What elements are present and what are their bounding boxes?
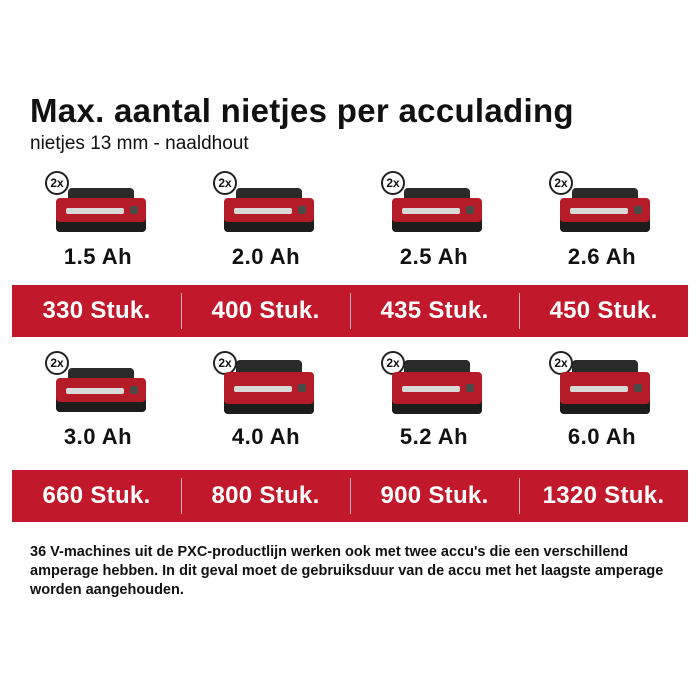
divider bbox=[350, 478, 351, 514]
battery-capacity: 2.5 Ah bbox=[399, 244, 469, 269]
count-bar-1: 330 Stuk. 400 Stuk. 435 Stuk. 450 Stuk. bbox=[12, 285, 688, 337]
battery-item: 2x 3.0 Ah bbox=[14, 348, 182, 458]
battery-icon bbox=[560, 188, 650, 232]
quantity-badge: 2x bbox=[213, 171, 237, 195]
battery-icon bbox=[56, 368, 146, 412]
quantity-badge: 2x bbox=[549, 171, 573, 195]
battery-item: 2x 2.6 Ah bbox=[518, 168, 686, 278]
battery-item: 2x 2.0 Ah bbox=[182, 168, 350, 278]
battery-capacity: 4.0 Ah bbox=[231, 424, 301, 449]
staple-count: 1320 Stuk. bbox=[542, 482, 665, 509]
battery-capacity: 1.5 Ah bbox=[63, 244, 133, 269]
battery-icon bbox=[56, 188, 146, 232]
battery-item: 2x 1.5 Ah bbox=[14, 168, 182, 278]
quantity-badge: 2x bbox=[45, 351, 69, 375]
divider bbox=[350, 293, 351, 329]
battery-icon bbox=[392, 360, 482, 414]
divider bbox=[519, 293, 520, 329]
battery-icon bbox=[224, 188, 314, 232]
battery-icon bbox=[392, 188, 482, 232]
footnote: 36 V-machines uit de PXC-productlijn wer… bbox=[30, 544, 664, 598]
staple-count: 800 Stuk. bbox=[211, 482, 320, 509]
battery-capacity: 6.0 Ah bbox=[567, 424, 637, 449]
divider bbox=[181, 478, 182, 514]
staple-count: 450 Stuk. bbox=[549, 297, 658, 324]
battery-row-1: 2x 1.5 Ah 2x 2.0 Ah 2x 2.5 Ah 2x 2.6 Ah bbox=[14, 168, 686, 278]
page-subtitle: nietjes 13 mm - naaldhout bbox=[30, 133, 249, 154]
battery-capacity: 5.2 Ah bbox=[399, 424, 469, 449]
page-title: Max. aantal nietjes per acculading bbox=[30, 92, 574, 129]
battery-icon bbox=[560, 360, 650, 414]
battery-item: 2x 5.2 Ah bbox=[350, 348, 518, 458]
battery-row-2: 2x 3.0 Ah 2x 4.0 Ah 2x 5.2 Ah 2x 6.0 Ah bbox=[14, 348, 686, 458]
staple-count: 660 Stuk. bbox=[42, 482, 151, 509]
divider bbox=[181, 293, 182, 329]
battery-item: 2x 2.5 Ah bbox=[350, 168, 518, 278]
quantity-badge: 2x bbox=[45, 171, 69, 195]
count-bar-2: 660 Stuk. 800 Stuk. 900 Stuk. 1320 Stuk. bbox=[12, 470, 688, 522]
battery-capacity: 3.0 Ah bbox=[63, 424, 133, 449]
divider bbox=[519, 478, 520, 514]
staple-count: 400 Stuk. bbox=[211, 297, 320, 324]
battery-icon bbox=[224, 360, 314, 414]
quantity-badge: 2x bbox=[381, 171, 405, 195]
staple-count: 330 Stuk. bbox=[42, 297, 151, 324]
staple-count: 435 Stuk. bbox=[380, 297, 489, 324]
battery-capacity: 2.6 Ah bbox=[567, 244, 637, 269]
battery-item: 2x 4.0 Ah bbox=[182, 348, 350, 458]
battery-item: 2x 6.0 Ah bbox=[518, 348, 686, 458]
battery-capacity: 2.0 Ah bbox=[231, 244, 301, 269]
staple-count: 900 Stuk. bbox=[380, 482, 489, 509]
